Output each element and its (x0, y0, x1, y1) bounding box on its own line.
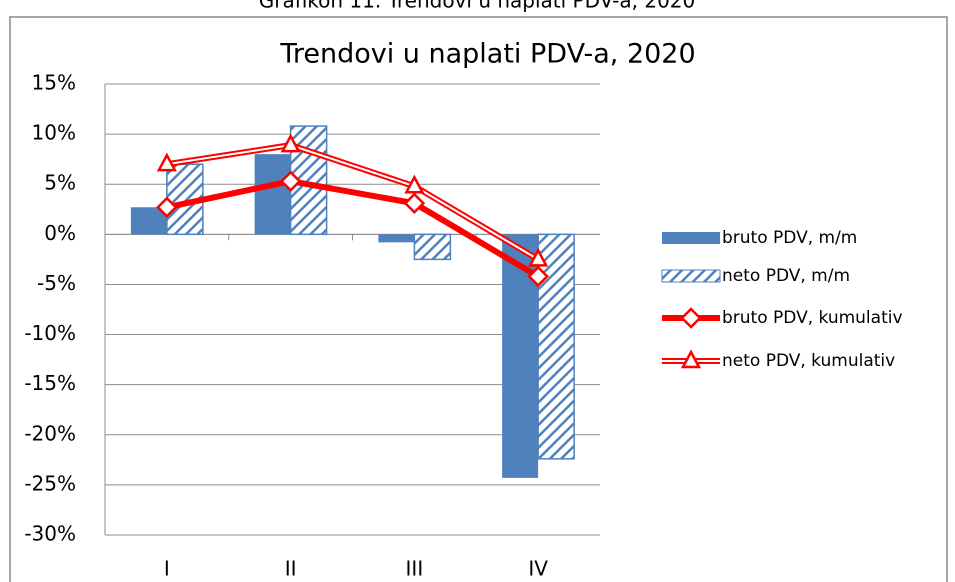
x-tick-label: II (285, 557, 297, 581)
bar (254, 154, 291, 235)
marker (403, 192, 426, 215)
chart-title: Trendovi u naplati PDV-a, 2020 (279, 39, 695, 70)
y-tick-label: 5% (44, 171, 76, 195)
marker (404, 174, 425, 194)
legend-label: bruto PDV, m/m (722, 228, 857, 248)
legend-label: neto PDV, m/m (722, 266, 850, 286)
legend-label: bruto PDV, kumulativ (722, 308, 903, 328)
x-tick-label: III (406, 557, 424, 581)
x-tick-label: IV (528, 557, 548, 581)
y-tick-label: 0% (44, 221, 76, 245)
legend-marker (680, 349, 702, 369)
marker (528, 247, 549, 267)
marker (156, 152, 177, 172)
caption: Grafikon 11. Trendovi u naplati PDV-a, 2… (259, 0, 696, 13)
marker (279, 170, 302, 192)
chart-frame (9, 16, 948, 582)
marker (280, 133, 301, 153)
bar (537, 233, 575, 460)
x-tick-label: I (164, 557, 170, 581)
y-tick-label: -5% (37, 271, 76, 295)
line-inner (166, 144, 539, 261)
marker (156, 196, 178, 219)
y-tick-label: -25% (24, 471, 76, 495)
y-tick-label: -20% (24, 421, 76, 445)
bar (413, 233, 452, 261)
y-tick-label: -10% (24, 321, 76, 345)
legend-swatch (661, 269, 721, 283)
y-tick-label: 10% (32, 121, 76, 145)
legend-swatch (662, 232, 720, 244)
line (166, 178, 540, 280)
bar (378, 234, 415, 243)
legend-label: neto PDV, kumulativ (722, 351, 895, 371)
y-tick-label: -30% (24, 522, 76, 546)
y-tick-label: -15% (24, 371, 76, 395)
marker (527, 265, 549, 288)
legend-marker (680, 307, 702, 329)
y-tick-label: 15% (32, 71, 76, 95)
